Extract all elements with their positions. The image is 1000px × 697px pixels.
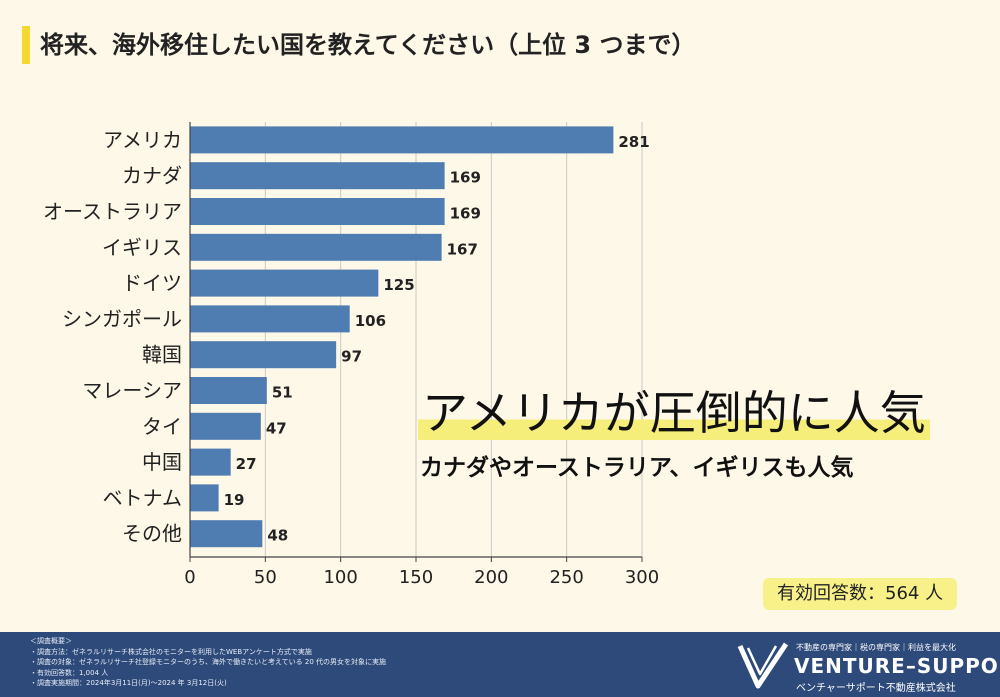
x-tick-label: 200 [474,567,508,588]
bar [190,305,350,333]
value-label: 47 [266,419,287,437]
category-label: アメリカ [103,128,182,152]
category-label: マレーシア [82,379,182,403]
x-tick-label: 100 [323,567,357,588]
bar [190,377,267,404]
category-label: ベトナム [103,486,182,510]
category-label: タイ [142,414,182,438]
bar [190,162,445,190]
value-label: 281 [618,133,649,151]
value-label: 167 [447,240,478,258]
category-label: ドイツ [122,271,182,295]
value-label: 125 [383,276,414,294]
headline: アメリカが圧倒的に人気 [418,384,930,442]
x-tick-label: 50 [254,567,277,588]
x-tick-label: 0 [184,567,195,588]
subheadline: カナダやオーストラリア、イギリスも人気 [420,455,854,481]
headline-text: アメリカが圧倒的に人気 [418,386,930,440]
company-name: ベンチャーサポート不動産株式会社 [796,683,956,694]
bar [190,520,263,548]
value-label: 169 [450,169,481,187]
venture-support-logo-icon [737,642,789,689]
bar [190,484,219,512]
bar [190,269,379,297]
category-label: オーストラリア [43,200,182,224]
survey-note-line: ・調査実施期間：2024年3月11日(月)～2024 年 3月12日(火) [30,679,227,687]
chart-title: 将来、海外移住したい国を教えてください（上位 3 つまで） [40,31,696,59]
survey-note-line: ・調査方法：ゼネラルリサーチ株式会社のモニターを利用したWEBアンケート方式で実… [30,647,312,656]
bar-chart: アメリカ 281 カナダ 169 オーストラリア 169 イギリス 167 ドイツ 125 シンガポ… [43,122,659,588]
category-label: カナダ [122,164,182,188]
category-label: 中国 [142,450,182,474]
footer: ＜調査概要＞ ・調査方法：ゼネラルリサーチ株式会社のモニターを利用したWEBアン… [0,632,1000,697]
bar [190,233,442,261]
respondent-count-badge: 有効回答数：564 人 [763,578,958,610]
category-label: その他 [122,522,182,546]
bar [190,198,445,225]
value-label: 27 [236,455,257,473]
survey-note-line: ・有効回答数：1,004 人 [30,668,109,677]
value-label: 106 [355,312,386,330]
title-accent-bar [22,26,30,64]
bar [190,126,614,154]
value-label: 97 [341,348,362,366]
bar [190,341,337,369]
value-label: 19 [224,491,245,509]
value-label: 51 [272,384,293,402]
survey-notes: ＜調査概要＞ ・調査方法：ゼネラルリサーチ株式会社のモニターを利用したWEBアン… [30,636,386,689]
category-label: シンガポール [62,307,182,331]
x-tick-label: 250 [549,567,583,588]
bar [190,412,261,440]
survey-note-line: ・調査の対象：ゼネラルリサーチ社登録モニターのうち、海外で働きたいと考えている … [30,658,387,666]
survey-note-line: ＜調査概要＞ [30,637,72,645]
value-label: 169 [450,205,481,223]
category-label: 韓国 [142,343,182,367]
bar [190,448,231,476]
company-tagline: 不動産の専門家｜税の専門家｜利益を最大化 [796,643,956,652]
value-label: 48 [267,527,288,545]
category-label: イギリス [102,235,182,259]
x-tick-label: 150 [399,567,433,588]
company-brand-name: VENTURE–SUPPORT [794,654,1000,678]
x-tick-label: 300 [625,567,659,588]
